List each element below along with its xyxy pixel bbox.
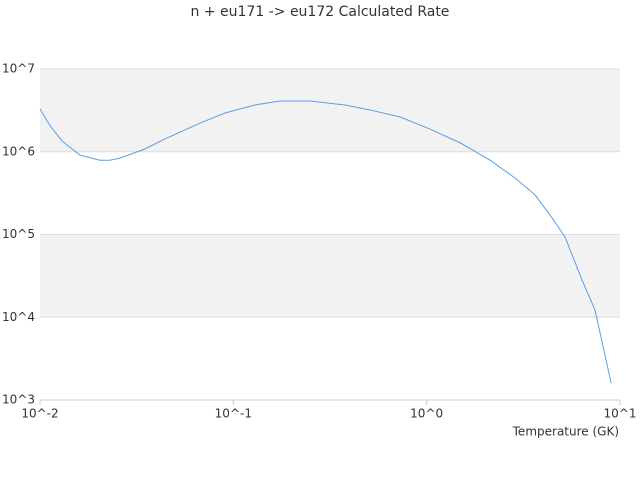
x-tick-label: 10^0 xyxy=(410,407,443,421)
y-tick-label: 10^7 xyxy=(2,62,35,76)
y-tick-label: 10^3 xyxy=(2,393,35,407)
grid-band xyxy=(40,234,620,318)
x-tick-label: 10^-1 xyxy=(215,407,252,421)
x-axis-label: Temperature (GK) xyxy=(512,425,619,439)
y-tick-label: 10^4 xyxy=(2,310,35,324)
chart-title: n + eu171 -> eu172 Calculated Rate xyxy=(191,4,450,20)
y-tick-label: 10^5 xyxy=(2,227,35,241)
grid-band xyxy=(40,69,620,152)
x-tick-label: 10^-2 xyxy=(21,407,58,421)
line xyxy=(39,100,612,384)
y-tick-label: 10^6 xyxy=(2,144,35,158)
x-tick-label: 10^1 xyxy=(604,407,637,421)
